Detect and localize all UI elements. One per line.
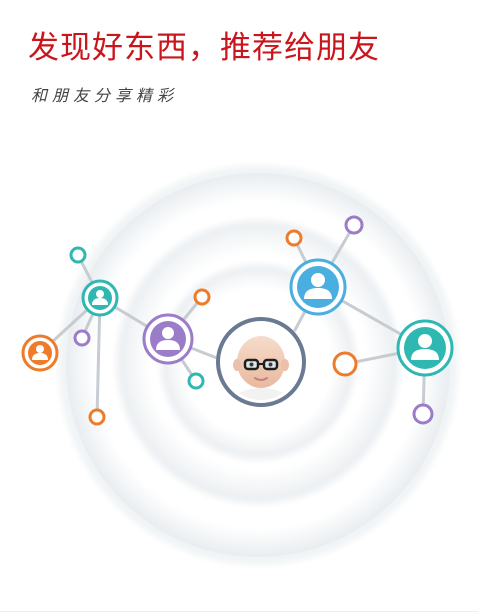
satellite-dots — [69, 215, 434, 426]
orange-dot — [88, 408, 106, 426]
user-node-teal — [81, 279, 119, 317]
user-silhouette-icon — [92, 290, 108, 305]
orange-dot — [332, 351, 358, 377]
purple-dot — [412, 403, 434, 425]
user-node-teal-large — [396, 319, 454, 377]
user-node-orange — [21, 334, 59, 372]
subline: 和朋友分享精彩 — [31, 86, 179, 105]
user-silhouette-icon — [32, 345, 48, 360]
orange-dot — [193, 288, 211, 306]
purple-dot — [344, 215, 364, 235]
user-silhouette-icon — [411, 334, 439, 360]
baby-with-glasses-avatar — [223, 324, 299, 400]
user-node-purple — [142, 313, 194, 365]
user-node-blue — [289, 258, 347, 316]
center-avatar — [216, 317, 306, 407]
teal-dot — [187, 372, 205, 390]
teal-dot — [69, 246, 87, 264]
user-silhouette-icon — [304, 273, 332, 299]
orange-dot — [285, 229, 303, 247]
headline: 发现好东西，推荐给朋友 — [28, 30, 380, 66]
purple-dot — [73, 329, 91, 347]
user-silhouette-icon — [156, 327, 180, 350]
